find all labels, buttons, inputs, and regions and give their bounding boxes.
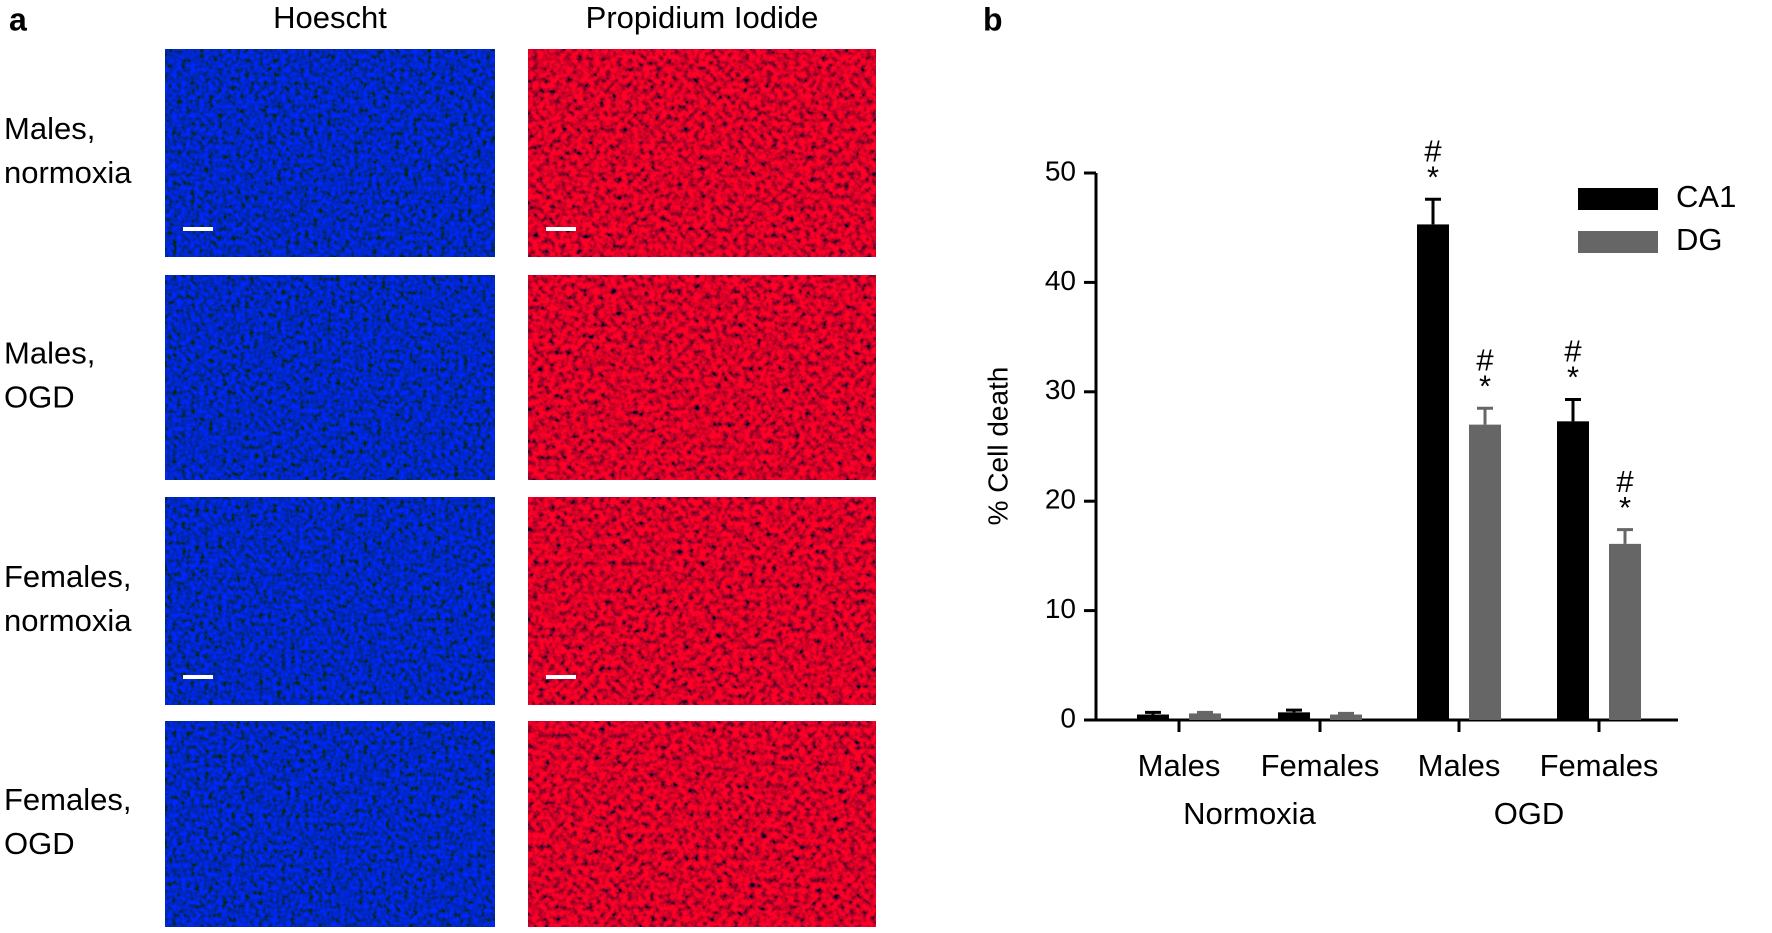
row-label: OGD [4,826,75,861]
micrograph [165,497,495,705]
row-label: Males, [4,111,95,146]
error-bar [1565,397,1581,422]
bar [1609,543,1641,720]
error-bar [1425,197,1441,225]
bar [1557,421,1589,720]
row-label: Females, [4,559,131,594]
y-axis-label: % Cell death [982,367,1013,526]
y-tick-label: 50 [1045,155,1076,186]
micrograph [528,497,876,705]
significance-marker: * [1567,360,1579,395]
error-bar [1286,708,1302,713]
group-label: OGD [1494,796,1565,831]
x-tick-label: Males [1138,748,1221,783]
significance-marker: # [1476,342,1494,377]
legend-swatch [1578,188,1658,210]
significance-marker: * [1427,159,1439,194]
micrograph [165,721,495,927]
bar [1137,714,1169,720]
row-label: normoxia [4,603,132,638]
row-label: OGD [4,380,75,415]
micrograph [528,49,876,257]
significance-marker: # [1616,464,1634,499]
bar [1278,712,1310,720]
micrograph [528,721,876,927]
panel-label: b [983,1,1003,37]
significance-marker: * [1619,490,1631,525]
y-tick-label: 40 [1045,265,1076,296]
y-tick-label: 30 [1045,374,1076,405]
error-bar [1617,528,1633,544]
x-tick-label: Males [1418,748,1501,783]
micrograph [165,275,495,480]
bar [1417,224,1449,720]
significance-marker: # [1424,133,1442,168]
group-label: Normoxia [1183,796,1316,831]
column-header: Hoescht [273,0,387,35]
column-header: Propidium Iodide [586,0,819,35]
row-label: Females, [4,782,131,817]
legend-label: CA1 [1676,179,1736,214]
y-tick-label: 10 [1045,593,1076,624]
legend-label: DG [1676,222,1723,257]
legend-swatch [1578,231,1658,253]
y-tick-label: 20 [1045,484,1076,515]
micrograph [165,49,495,257]
significance-marker: # [1564,334,1582,369]
bar [1189,713,1221,720]
bar [1469,424,1501,720]
panel-label: a [9,1,27,37]
bar [1330,714,1362,720]
significance-marker: * [1479,368,1491,403]
row-label: Males, [4,336,95,371]
error-bar [1145,710,1161,715]
micrograph [528,275,876,480]
x-tick-label: Females [1261,748,1380,783]
y-tick-label: 0 [1060,702,1076,733]
row-label: normoxia [4,155,132,190]
error-bar [1197,710,1213,714]
x-tick-label: Females [1540,748,1659,783]
error-bar [1338,711,1354,715]
error-bar [1477,406,1493,425]
